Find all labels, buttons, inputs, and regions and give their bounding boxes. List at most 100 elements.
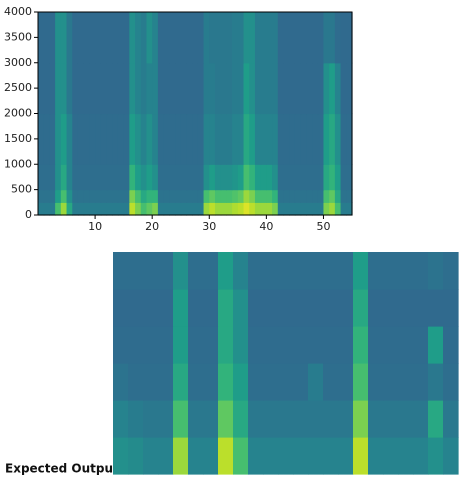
heatmap-cell [203, 12, 210, 64]
heatmap-cell [329, 164, 336, 191]
heatmap-cell [106, 62, 113, 115]
heatmap-cell [278, 437, 294, 475]
heatmap-cell [233, 252, 249, 290]
heatmap-cell [306, 12, 313, 64]
heatmap-cell [158, 289, 174, 327]
heatmap-cell [175, 12, 182, 64]
heatmap-cell [340, 202, 347, 216]
heatmap-cell [72, 164, 79, 191]
heatmap-cell [203, 189, 210, 203]
heatmap-cell [413, 252, 429, 290]
heatmap-cell [263, 252, 279, 290]
heatmap-cell [277, 62, 285, 115]
heatmap-cell [323, 113, 330, 165]
heatmap-cell [254, 12, 262, 64]
heatmap-cell [263, 363, 279, 401]
heatmap-cell [83, 12, 90, 64]
heatmap-cell [157, 202, 165, 216]
heatmap-cell [263, 289, 279, 327]
heatmap-cell [169, 189, 176, 203]
heatmap-cell [180, 62, 188, 115]
heatmap-cell [226, 62, 233, 115]
heatmap-cell [243, 62, 250, 115]
heatmap-cell [346, 62, 353, 115]
heatmap-cell [135, 189, 142, 203]
heatmap-cell [60, 189, 68, 203]
heatmap-cell [260, 62, 267, 115]
heatmap-cell [77, 12, 85, 64]
heatmap-cell [254, 189, 262, 203]
x-tick-label: 10 [88, 220, 102, 233]
y-tick-label: 2500 [4, 81, 32, 94]
heatmap-cell [413, 437, 429, 475]
heatmap-cell [203, 437, 219, 475]
heatmap-cell [192, 189, 199, 203]
heatmap-cell [117, 202, 125, 216]
heatmap-cell [277, 12, 285, 64]
heatmap-cell [317, 113, 325, 165]
heatmap-cell [232, 12, 239, 64]
heatmap-cell [157, 62, 165, 115]
heatmap-cell [140, 12, 148, 64]
heatmap-cell [169, 164, 176, 191]
heatmap-cell [294, 62, 302, 115]
heatmap-cell [129, 164, 136, 191]
heatmap-cell [89, 164, 96, 191]
x-tick-label: 40 [259, 220, 273, 233]
heatmap-cell [413, 363, 429, 401]
heatmap-cell [180, 202, 188, 216]
heatmap-cell [237, 164, 245, 191]
heatmap-cell [368, 363, 384, 401]
heatmap-cell [186, 62, 193, 115]
heatmap-cell [128, 437, 144, 475]
heatmap-cell [157, 189, 165, 203]
heatmap-cell [398, 252, 414, 290]
heatmap-cell [249, 62, 256, 115]
heatmap-cell [338, 400, 354, 438]
heatmap-cell [340, 113, 347, 165]
heatmap-cell [186, 113, 193, 165]
heatmap-cell [249, 12, 256, 64]
heatmap-cell [243, 189, 250, 203]
heatmap-cell [89, 12, 96, 64]
heatmap-cell [278, 252, 294, 290]
heatmap-cell [209, 189, 216, 203]
heatmap-cell [218, 252, 234, 290]
heatmap-cell [338, 289, 354, 327]
heatmap-cell [300, 12, 307, 64]
heatmap-cell [106, 113, 113, 165]
heatmap-cell [163, 189, 170, 203]
heatmap-cell [143, 326, 159, 364]
heatmap-cell [398, 326, 414, 364]
heatmap-cell [443, 437, 459, 475]
heatmap-cell [117, 164, 125, 191]
heatmap-cell [443, 400, 459, 438]
heatmap-cell [272, 62, 279, 115]
y-tick-label: 4000 [4, 5, 32, 18]
heatmap-cell [398, 363, 414, 401]
heatmap-cell [294, 164, 302, 191]
heatmap-cell [428, 252, 444, 290]
heatmap-cell [214, 113, 222, 165]
heatmap-cell [128, 252, 144, 290]
heatmap-cell [49, 113, 56, 165]
heatmap-cell [340, 12, 347, 64]
heatmap-cell [283, 62, 290, 115]
heatmap-cell [77, 164, 85, 191]
heatmap-cell [95, 164, 102, 191]
heatmap-cell [249, 113, 256, 165]
heatmap-cell [220, 164, 227, 191]
heatmap-cell [55, 202, 62, 216]
heatmap-cell [188, 400, 204, 438]
heatmap-cell [152, 62, 159, 115]
heatmap-cell [209, 202, 216, 216]
heatmap-cell [289, 164, 296, 191]
heatmap-cell [220, 202, 227, 216]
heatmap-cell [346, 113, 353, 165]
heatmap-cell [152, 189, 159, 203]
y-tick-label: 1000 [4, 157, 32, 170]
heatmap-cell [317, 189, 325, 203]
heatmap-cell [353, 252, 369, 290]
heatmap-cell [289, 202, 296, 216]
heatmap-cell [129, 202, 136, 216]
